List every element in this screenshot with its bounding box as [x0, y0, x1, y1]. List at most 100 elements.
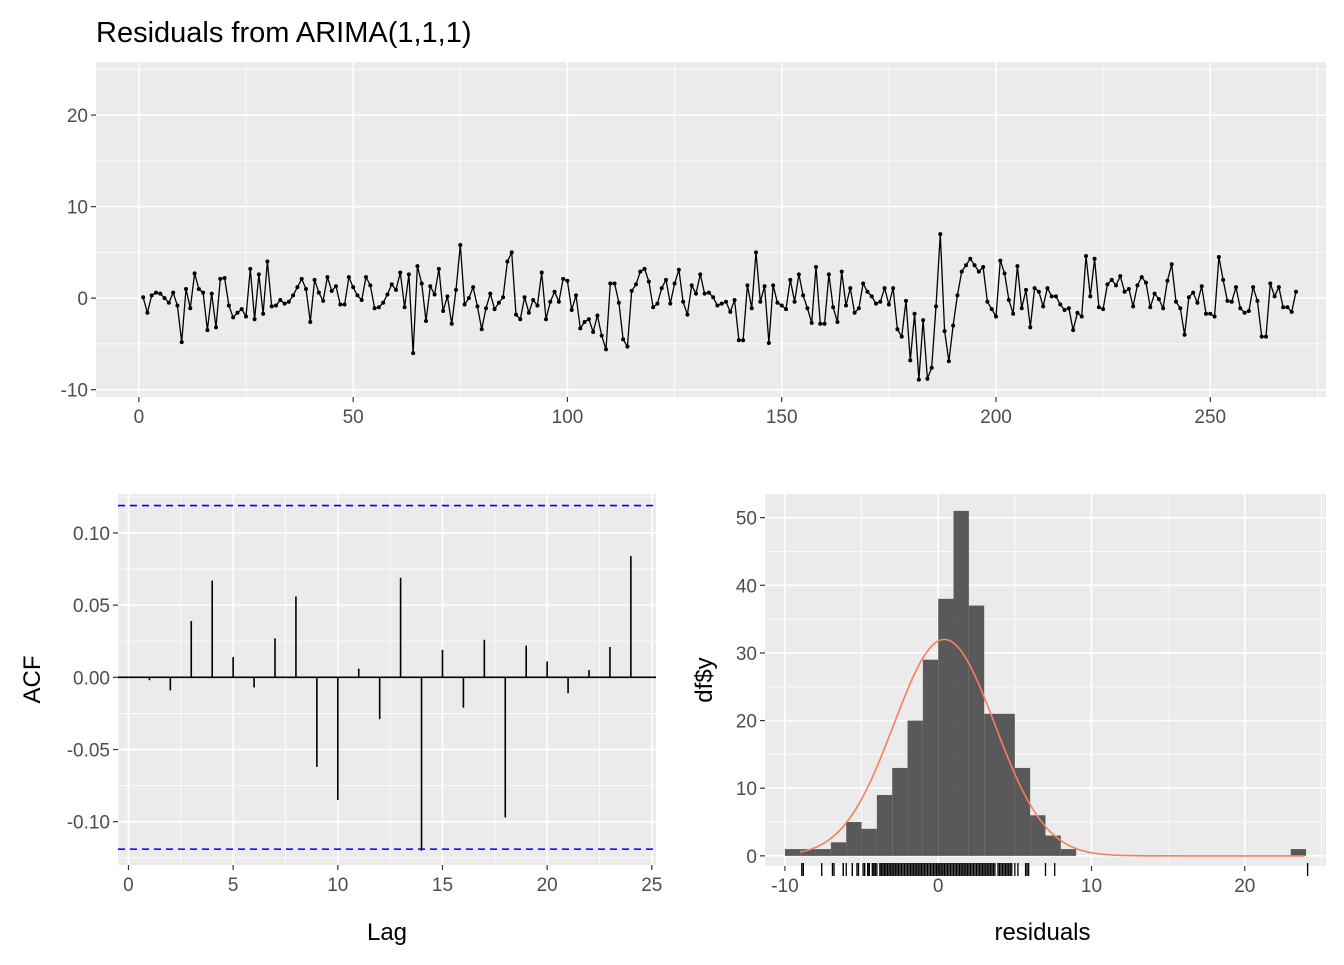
- residual-point: [1208, 311, 1213, 316]
- residual-point: [955, 293, 960, 298]
- residual-point: [711, 295, 716, 300]
- residual-point: [1054, 294, 1058, 299]
- residual-point: [814, 265, 818, 270]
- residual-point: [578, 326, 583, 331]
- residual-point: [1251, 285, 1256, 290]
- residual-point: [826, 272, 831, 277]
- residual-point: [1264, 334, 1268, 339]
- residual-point: [968, 256, 973, 261]
- residual-point: [441, 308, 446, 313]
- residual-point: [385, 292, 390, 297]
- residual-point: [544, 317, 548, 322]
- acf-panel-background: [118, 494, 656, 865]
- residual-point: [749, 306, 754, 311]
- residual-point: [839, 269, 844, 274]
- residual-point: [376, 305, 381, 310]
- residual-point: [1225, 298, 1230, 303]
- histogram-bar: [846, 822, 862, 856]
- residual-point: [724, 299, 728, 304]
- residual-point: [556, 299, 561, 304]
- residual-point: [1066, 306, 1071, 311]
- residual-point: [779, 303, 784, 308]
- residual-point: [574, 293, 578, 298]
- residual-point: [638, 269, 643, 274]
- residual-point: [1216, 254, 1221, 259]
- residual-point: [1114, 283, 1118, 288]
- histogram-tick-label-y: 0: [746, 847, 757, 868]
- residual-point: [274, 303, 278, 308]
- residual-point: [1122, 289, 1127, 294]
- residual-point: [1101, 307, 1106, 312]
- residual-point: [989, 307, 994, 312]
- residual-point: [848, 286, 853, 291]
- residual-point: [1238, 306, 1243, 311]
- residual-point: [634, 282, 638, 287]
- residual-point: [741, 338, 746, 343]
- histogram-bar: [953, 510, 969, 856]
- residual-point: [792, 299, 797, 304]
- residual-point: [629, 288, 634, 293]
- residual-point: [1242, 310, 1247, 315]
- residual-point: [1281, 305, 1286, 310]
- histogram-bar: [876, 794, 893, 856]
- residual-point: [964, 263, 968, 268]
- acf-tick-label-x: 15: [432, 875, 453, 896]
- residual-point: [1178, 306, 1183, 311]
- histogram-bar: [861, 828, 877, 856]
- histogram-bar: [938, 598, 954, 856]
- residual-point: [154, 290, 158, 295]
- residual-point: [835, 319, 840, 324]
- residual-point: [591, 330, 596, 335]
- residual-point: [445, 294, 450, 299]
- residual-point: [728, 309, 733, 314]
- residual-point: [201, 290, 206, 295]
- residual-point: [1246, 308, 1251, 313]
- residual-point: [295, 285, 300, 290]
- residual-point: [1221, 277, 1226, 282]
- residual-point: [1024, 287, 1028, 292]
- residual-point: [882, 286, 887, 291]
- residual-point: [342, 302, 347, 307]
- normal-density-curve: [800, 638, 1305, 857]
- residual-point: [1062, 308, 1067, 313]
- residual-point: [1135, 283, 1140, 288]
- acf-tick-label-y: -0.05: [67, 741, 110, 762]
- residual-point: [938, 232, 943, 237]
- residual-point: [252, 317, 257, 322]
- residuals-line-panel: 0 50 100 150 200 250 -10 0 10 20: [61, 62, 1326, 428]
- residual-point: [561, 276, 566, 281]
- residual-point: [488, 291, 493, 296]
- acf-panel: 0 5 10 15 20 25 -0.10 -0.05 0.00 0.05 0.10 Lag ACF: [19, 494, 662, 946]
- residual-point: [256, 272, 261, 277]
- residual-point: [771, 283, 776, 288]
- residual-point: [681, 299, 686, 304]
- residual-point: [1109, 277, 1114, 282]
- residual-point: [1036, 289, 1041, 294]
- residual-point: [1268, 281, 1273, 286]
- residual-point: [694, 291, 698, 296]
- residual-point: [531, 297, 536, 302]
- residual-point: [1032, 286, 1037, 291]
- residual-point: [865, 289, 870, 294]
- residual-point: [595, 313, 600, 318]
- histogram-tick-label-y: 50: [736, 509, 757, 530]
- residuals-tick-label-x: 0: [134, 407, 145, 428]
- residual-point: [844, 303, 848, 308]
- histogram-tick-label-y: 10: [736, 779, 757, 800]
- residual-point: [1049, 294, 1054, 299]
- residual-point: [428, 284, 433, 289]
- residual-point: [1096, 305, 1101, 310]
- histogram-bar: [999, 713, 1015, 856]
- residual-point: [496, 300, 501, 305]
- residual-point: [1139, 275, 1144, 280]
- residual-point: [406, 272, 411, 277]
- residual-point: [175, 303, 180, 308]
- residual-point: [484, 306, 488, 311]
- residual-point: [402, 305, 407, 310]
- residual-point: [239, 307, 244, 312]
- residual-point: [621, 337, 626, 342]
- residual-point: [809, 320, 814, 325]
- residual-point: [346, 275, 351, 280]
- residual-point: [1105, 282, 1110, 287]
- histogram-bar: [1030, 815, 1046, 856]
